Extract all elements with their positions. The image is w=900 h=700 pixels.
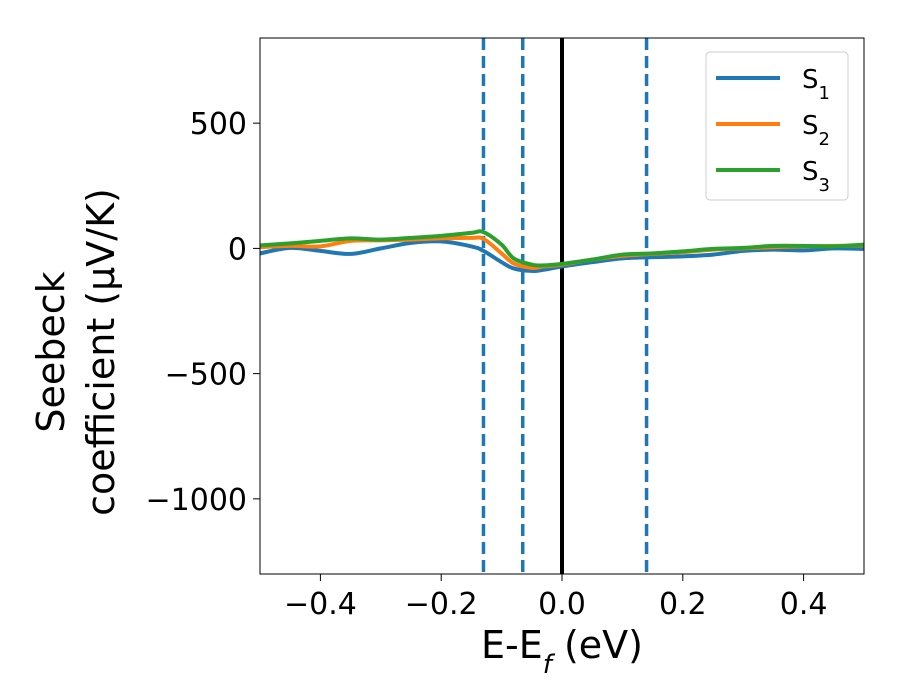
x-tick-label: 0.0: [538, 587, 586, 622]
y-tick-label: −500: [165, 358, 247, 393]
x-tick-label: −0.2: [405, 587, 478, 622]
legend-label-S2: S2: [802, 111, 830, 150]
y-axis-title-line-2: coefficient (μV/K): [79, 188, 123, 516]
legend: S1 S2 S3: [705, 51, 849, 201]
x-axis-ticks: −0.4 −0.2 0.0 0.2 0.4: [284, 574, 827, 622]
y-tick-label: 0: [228, 232, 247, 267]
series-line-S3: [260, 229, 864, 268]
reference-lines: [481, 38, 649, 574]
x-axis-title: E-Ef (eV): [481, 623, 643, 680]
legend-label-S3: S3: [802, 157, 830, 196]
x-tick-label: −0.4: [284, 587, 357, 622]
y-tick-label: −1000: [146, 483, 247, 518]
series-line-S1: [260, 239, 864, 273]
y-axis-title: Seebeck coefficient (μV/K): [29, 188, 123, 516]
y-tick-label: 500: [190, 107, 247, 142]
y-axis-title-line-1: Seebeck: [29, 271, 73, 432]
y-axis-ticks: 500 0 −500 −1000: [146, 107, 260, 518]
x-tick-label: 0.4: [780, 587, 828, 622]
x-tick-label: 0.2: [659, 587, 707, 622]
legend-label-S1: S1: [802, 65, 830, 104]
series-lines: [260, 229, 864, 273]
